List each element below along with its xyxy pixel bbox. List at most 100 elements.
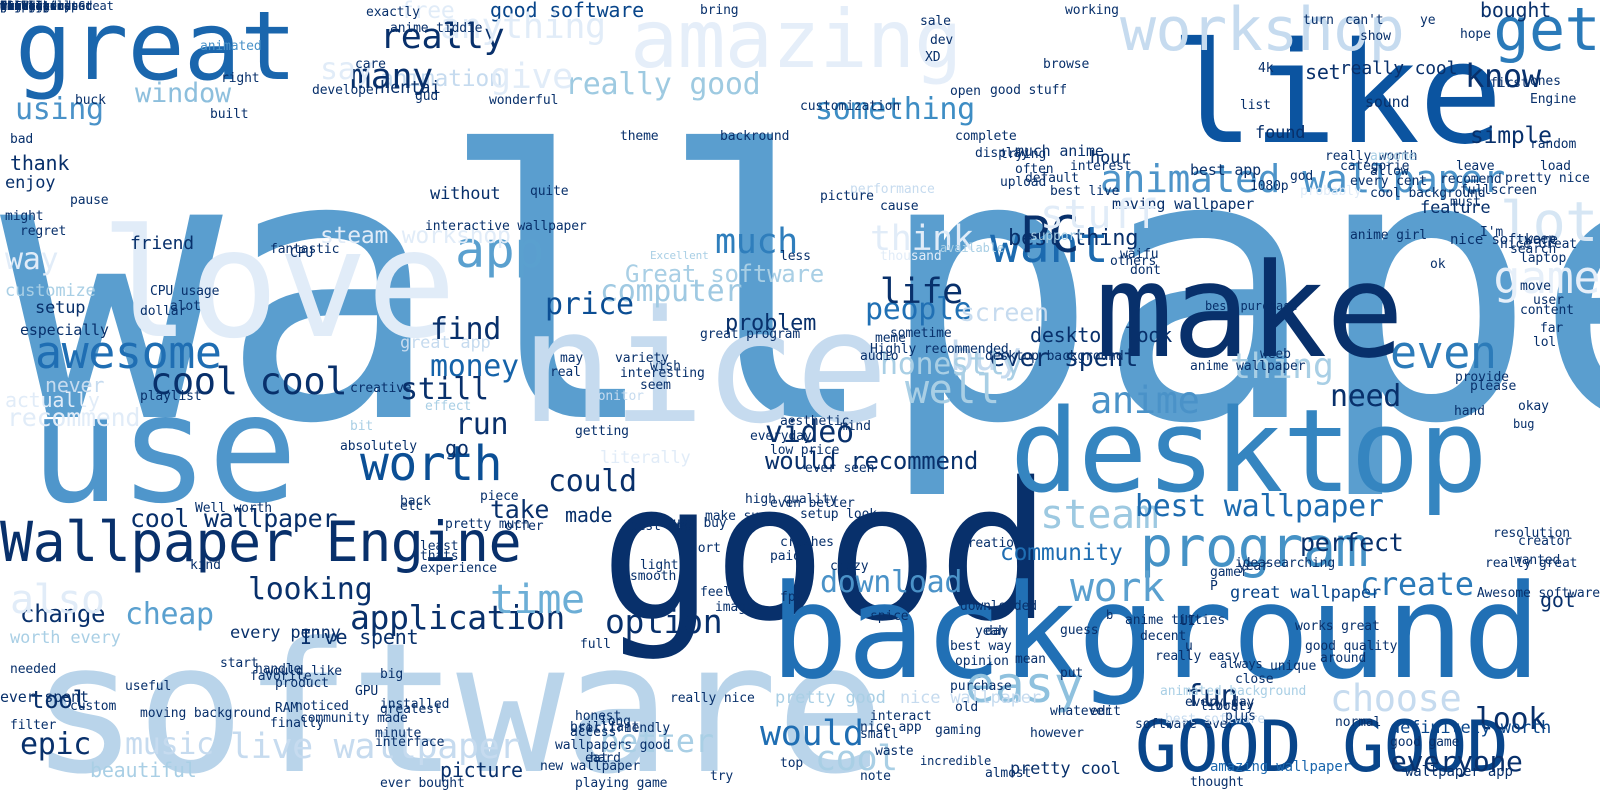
cloud-word: CPU usage <box>150 284 220 299</box>
cloud-word: piece <box>480 489 519 504</box>
cloud-word: pretty good <box>775 688 886 708</box>
cloud-word: every time <box>0 0 72 13</box>
cloud-word: want <box>990 216 1109 274</box>
cloud-word: would like <box>265 664 342 679</box>
cloud-word: new wallpaper <box>540 759 641 774</box>
cloud-word: mind <box>840 419 871 434</box>
cloud-word: create <box>1360 565 1474 603</box>
cloud-word: complete <box>955 129 1017 144</box>
cloud-word: b <box>1106 608 1114 622</box>
cloud-word: simply <box>0 0 43 13</box>
cloud-word: I've spent <box>300 625 419 649</box>
cloud-word: small <box>860 727 899 742</box>
cloud-word: greatest <box>380 702 442 717</box>
cloud-word: fullscreen <box>1460 183 1537 198</box>
cloud-word: access <box>570 725 617 740</box>
cloud-word: XD <box>925 50 941 65</box>
cloud-word: put <box>1060 666 1084 681</box>
cloud-word: thought <box>1190 775 1244 790</box>
cloud-word: fun <box>1185 679 1239 714</box>
cloud-word: fantastic <box>270 242 340 257</box>
cloud-word: desktop background <box>985 349 1124 364</box>
cloud-word: default <box>1025 171 1079 186</box>
cloud-word: useful <box>125 679 172 694</box>
cloud-word: thousand <box>880 249 942 264</box>
cloud-word: animated <box>200 39 262 54</box>
cloud-word: good stuff <box>990 83 1067 98</box>
cloud-word: actually <box>5 388 100 412</box>
cloud-word: cool <box>815 739 898 779</box>
cloud-word: provide <box>1455 370 1509 385</box>
cloud-word: playlist <box>140 389 202 404</box>
cloud-word: feel <box>700 585 731 600</box>
cloud-word: glad <box>0 0 29 13</box>
cloud-word: Wallpaper Engine <box>0 510 522 574</box>
cloud-word: interact <box>870 709 932 724</box>
cloud-word: nice <box>520 277 889 458</box>
cloud-word: allow <box>1370 164 1409 179</box>
cloud-word: noticed <box>295 699 349 714</box>
cloud-word: every penny <box>230 623 341 643</box>
cloud-word: hand <box>1454 404 1485 419</box>
cloud-word: hope <box>1460 27 1491 42</box>
cloud-word: anime <box>1090 379 1200 422</box>
cloud-word: tried <box>0 0 36 13</box>
cloud-word: categorie <box>1340 159 1410 174</box>
cloud-word: gamer <box>1210 565 1249 580</box>
cloud-word: wonderful <box>489 93 559 108</box>
cloud-word: decent <box>1140 629 1187 644</box>
cloud-word: backround <box>720 129 790 144</box>
cloud-word: need <box>1330 379 1402 414</box>
cloud-word: doesnt <box>0 0 43 13</box>
cloud-word: first <box>1490 76 1529 91</box>
cloud-word: can't <box>1345 13 1384 28</box>
cloud-word: got <box>1540 588 1576 612</box>
cloud-word: interactive wallpaper <box>425 219 587 234</box>
cloud-word: open <box>950 84 981 99</box>
cloud-word: everyone <box>1390 745 1523 778</box>
cloud-word: make <box>1095 235 1404 387</box>
cloud-word: content <box>1520 303 1574 318</box>
cloud-word: stuff <box>1040 192 1159 238</box>
cloud-word: best live <box>1050 184 1120 199</box>
cloud-word: well <box>905 367 1000 413</box>
cloud-word: sale <box>920 14 951 29</box>
cloud-word: live wallpaper <box>230 727 521 767</box>
cloud-word: fix <box>0 0 22 13</box>
cloud-word: really easy <box>1155 649 1240 664</box>
cloud-word: moving wallpaper <box>1112 195 1255 213</box>
cloud-word: hard <box>590 751 621 766</box>
cloud-word: audio <box>860 349 899 364</box>
cloud-word: often <box>1015 162 1054 177</box>
cloud-word: click <box>0 0 36 13</box>
cloud-word: especially <box>20 321 109 339</box>
cloud-word: literally <box>600 448 691 468</box>
cloud-word: Oh <box>0 0 15 13</box>
cloud-word: simple <box>1470 123 1552 149</box>
cloud-word: look <box>1475 702 1547 737</box>
cloud-word: amazing app <box>0 0 79 13</box>
cloud-word: ever <box>0 0 29 13</box>
cloud-word: amazing wallpaper <box>1210 759 1351 775</box>
cloud-word: great tool <box>0 0 72 13</box>
cloud-word: okay <box>1518 399 1549 414</box>
cloud-word: best software <box>1165 712 1266 727</box>
cloud-word: epic <box>20 727 92 762</box>
cloud-word: alot <box>170 299 201 314</box>
cloud-word: cool animated <box>0 0 93 13</box>
cloud-word: take <box>490 495 550 524</box>
cloud-word: way <box>5 242 59 277</box>
cloud-word: user <box>1533 293 1564 308</box>
cloud-word: anime titties <box>1125 613 1226 628</box>
cloud-word: hour <box>1090 148 1131 168</box>
cloud-word: bit <box>350 419 374 434</box>
cloud-word: NSFW <box>0 0 29 13</box>
cloud-word: care <box>355 57 386 72</box>
cloud-word: fps <box>780 590 804 605</box>
cloud-word: library <box>1200 699 1254 714</box>
cloud-word: best app <box>630 519 692 534</box>
cloud-word: eat <box>585 751 609 766</box>
cloud-word: problem <box>725 311 817 336</box>
cloud-word: better <box>600 722 714 760</box>
